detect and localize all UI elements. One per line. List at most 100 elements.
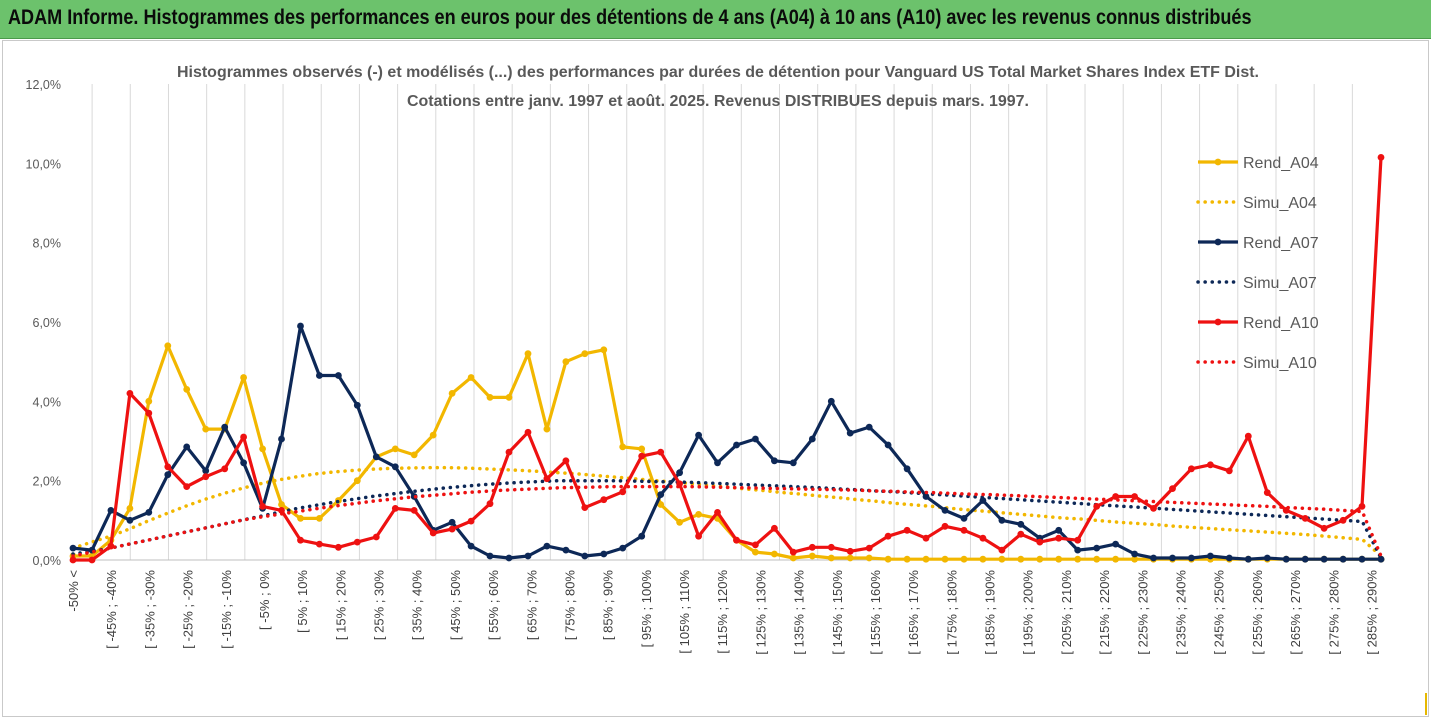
data-point	[600, 346, 608, 354]
x-tick-label: [ 275% ; 280%	[1326, 570, 1341, 655]
x-tick-label: [ 65% ; 70%	[524, 570, 539, 641]
data-point	[429, 431, 437, 439]
chart-title-line-2: Cotations entre janv. 1997 et août. 2025…	[407, 93, 1029, 110]
data-point	[335, 372, 342, 379]
legend-item-simu-a10: Simu_A10	[1196, 355, 1317, 372]
data-point	[1036, 538, 1044, 546]
data-point	[1017, 555, 1025, 563]
data-point	[1074, 555, 1082, 563]
x-tick-label: [ 95% ; 100%	[639, 570, 654, 648]
data-point	[884, 532, 892, 540]
x-tick-label: [ 5% ; 10%	[295, 570, 310, 633]
data-point	[619, 443, 627, 451]
x-tick-label: [ -25% ; -20%	[181, 570, 196, 649]
data-point	[808, 435, 816, 443]
data-point	[865, 554, 873, 562]
data-point	[297, 322, 304, 330]
data-point	[240, 433, 248, 441]
x-tick-label: [ -15% ; -10%	[219, 570, 234, 649]
data-point	[638, 445, 646, 453]
report-title: ADAM Informe. Histogrammes des performan…	[8, 6, 1252, 29]
legend-item-simu-a07: Simu_A07	[1196, 275, 1317, 292]
series-simu-a07	[71, 478, 1383, 560]
data-point	[1093, 544, 1101, 552]
data-point	[1093, 555, 1101, 563]
data-point	[1074, 536, 1082, 544]
legend-label: Rend_A10	[1243, 315, 1319, 332]
data-point	[1093, 503, 1101, 510]
data-point	[846, 554, 854, 562]
data-point	[1244, 555, 1252, 563]
data-point	[278, 435, 285, 443]
data-point	[676, 469, 683, 477]
data-point	[353, 538, 361, 546]
x-tick-label: [ 225% ; 230%	[1135, 570, 1150, 655]
data-point	[960, 526, 968, 534]
data-point	[1188, 465, 1195, 473]
data-point	[278, 501, 285, 508]
data-point	[752, 541, 759, 549]
data-point	[259, 445, 266, 453]
data-point	[202, 473, 210, 481]
data-point	[714, 509, 721, 516]
y-tick-label: 0,0%	[33, 554, 62, 568]
data-point	[808, 543, 816, 551]
y-tick-label: 12,0%	[26, 78, 61, 92]
x-tick-label: [ 165% ; 170%	[906, 570, 921, 655]
data-point	[164, 471, 172, 479]
data-point	[486, 552, 494, 560]
data-point	[1055, 534, 1063, 542]
data-point	[865, 544, 873, 552]
data-point	[771, 524, 778, 532]
data-point	[1074, 546, 1082, 554]
x-tick-label: [ 135% ; 140%	[792, 570, 807, 655]
data-point	[1017, 530, 1025, 538]
data-point	[448, 390, 456, 397]
data-point	[1339, 516, 1347, 524]
data-point	[1131, 550, 1138, 558]
data-point	[960, 555, 968, 563]
data-point	[372, 453, 380, 461]
data-point	[505, 394, 513, 401]
data-point	[126, 516, 134, 524]
data-point	[789, 459, 797, 467]
data-point	[221, 423, 229, 431]
data-point	[657, 448, 665, 456]
x-tick-label: [ 55% ; 60%	[486, 570, 501, 641]
data-point	[600, 496, 608, 504]
data-point	[448, 518, 456, 526]
x-tick-label: [ 35% ; 40%	[410, 570, 425, 641]
data-point	[827, 397, 835, 405]
data-point	[107, 507, 115, 514]
data-point	[164, 463, 172, 471]
x-tick-label: [ 85% ; 90%	[601, 570, 616, 641]
data-point	[69, 544, 77, 552]
x-tick-label: [ 75% ; 80%	[562, 570, 577, 641]
data-point	[467, 517, 475, 525]
series-rend-a07	[69, 322, 1385, 563]
data-point	[960, 515, 968, 522]
legend-label: Simu_A10	[1243, 355, 1317, 372]
data-point	[524, 428, 532, 436]
data-point	[998, 546, 1006, 554]
data-point	[619, 488, 627, 496]
data-point	[297, 515, 304, 522]
data-point	[543, 425, 551, 433]
data-point	[846, 429, 854, 437]
data-point	[638, 452, 646, 460]
x-tick-label: [ 185% ; 190%	[983, 570, 998, 655]
data-point	[1263, 554, 1271, 562]
data-point	[1225, 467, 1233, 475]
y-tick-label: 2,0%	[33, 475, 62, 489]
data-point	[297, 536, 304, 544]
data-point	[505, 554, 513, 562]
data-point	[733, 536, 740, 544]
data-point	[88, 556, 96, 564]
data-point	[846, 547, 854, 555]
data-point	[391, 505, 399, 512]
data-point	[771, 550, 778, 558]
series-line	[71, 484, 1383, 558]
x-tick-label: [ 125% ; 130%	[753, 570, 768, 655]
data-point	[695, 532, 702, 540]
data-point	[145, 409, 153, 417]
